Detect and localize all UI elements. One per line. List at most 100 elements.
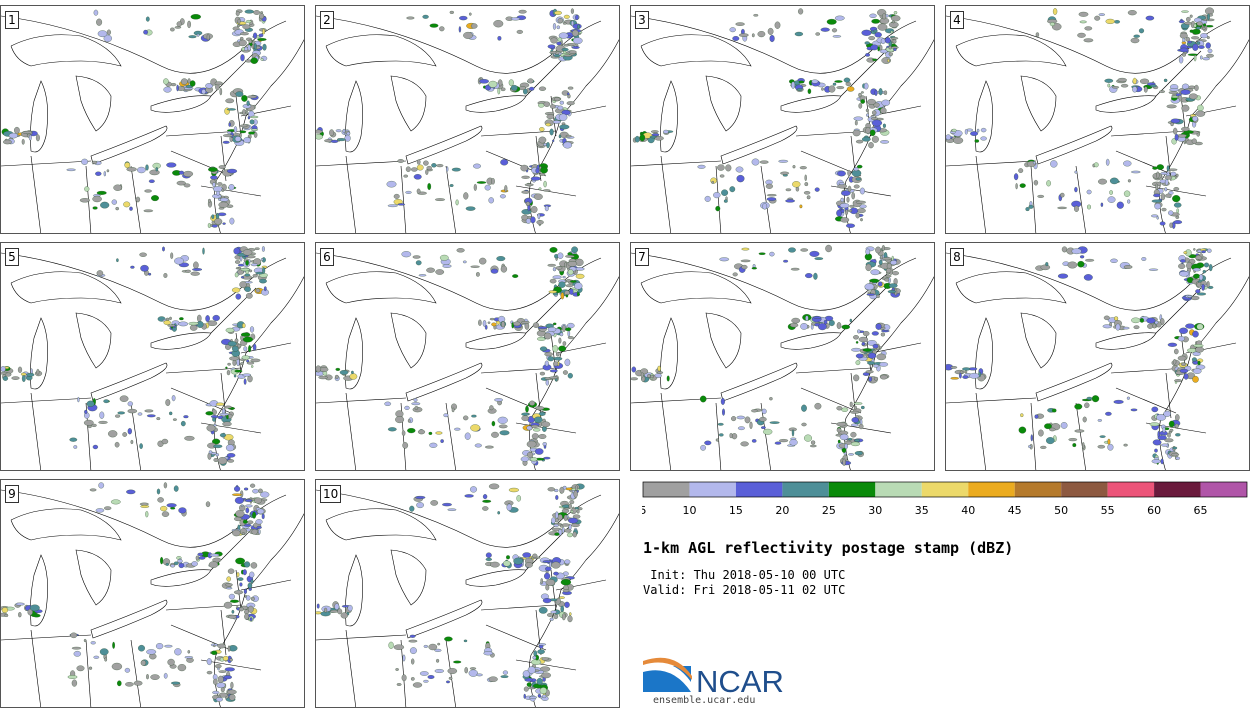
echo-cell — [751, 33, 755, 38]
echo-cell — [411, 402, 421, 406]
echo-cell — [969, 372, 980, 379]
echo-cell — [792, 181, 801, 188]
echo-cell — [90, 641, 96, 645]
colorbar-swatch — [1154, 482, 1201, 497]
echo-cell — [229, 658, 233, 662]
echo-cell — [482, 494, 488, 500]
echo-cell — [1184, 21, 1192, 25]
echo-cell — [882, 123, 886, 128]
echo-cell — [1143, 86, 1148, 93]
echo-cell — [434, 669, 444, 673]
echo-cell — [29, 604, 40, 612]
echo-cell — [962, 375, 969, 379]
echo-cell — [469, 12, 472, 16]
echo-cell — [229, 356, 240, 361]
echo-cell — [485, 552, 492, 558]
echo-cell — [488, 676, 498, 682]
echo-cell — [866, 113, 869, 117]
echo-cell — [1126, 396, 1130, 400]
echo-cell — [409, 505, 415, 512]
echo-cell — [36, 368, 40, 375]
echo-cell — [857, 208, 866, 214]
echo-cell — [1206, 53, 1214, 58]
echo-cell — [103, 399, 110, 404]
echo-cell — [162, 246, 165, 252]
echo-cell — [223, 134, 233, 138]
echo-cell — [1078, 11, 1089, 17]
echo-cell — [876, 353, 887, 361]
echo-cell — [855, 177, 862, 181]
echo-cell — [555, 495, 559, 500]
echo-cell — [556, 25, 560, 30]
echo-cell — [559, 100, 564, 105]
echo-cell — [384, 401, 392, 406]
echo-cell — [551, 561, 561, 569]
echo-cell — [247, 375, 253, 383]
echo-cell — [577, 24, 580, 29]
echo-cell — [96, 270, 104, 277]
echo-cell — [388, 641, 394, 649]
echo-cell — [427, 675, 435, 679]
echo-cell — [788, 247, 796, 253]
echo-cell — [1132, 77, 1137, 85]
echo-cell — [430, 500, 439, 506]
echo-cell — [161, 438, 169, 445]
echo-cell — [111, 199, 117, 205]
member-map — [316, 8, 619, 233]
echo-cell — [558, 32, 569, 39]
colorbar-tick-label: 65 — [1194, 504, 1208, 517]
echo-cell — [1194, 84, 1199, 91]
echo-cell — [865, 127, 871, 134]
echo-cell — [83, 419, 94, 426]
echo-cell — [854, 120, 858, 126]
echo-cell — [1196, 292, 1207, 296]
echo-cell — [864, 283, 875, 291]
echo-cell — [330, 139, 339, 143]
map-borders — [1, 252, 304, 470]
echo-cell — [413, 398, 418, 402]
echo-cell — [330, 609, 339, 613]
echo-cell — [212, 690, 220, 695]
echo-cell — [198, 556, 206, 560]
echo-cell — [860, 99, 866, 104]
colorbar-swatch — [643, 482, 690, 497]
echo-cell — [224, 405, 232, 409]
echo-cell — [797, 88, 803, 91]
echo-cell — [715, 438, 720, 442]
echo-cell — [649, 135, 657, 139]
member-map — [631, 244, 934, 470]
echo-cell — [799, 166, 807, 170]
echo-cell — [210, 175, 218, 180]
echo-cell — [543, 180, 547, 188]
echo-cell — [218, 670, 227, 673]
echo-cell — [1169, 222, 1173, 228]
echo-cell — [722, 408, 725, 416]
echo-cell — [521, 175, 530, 179]
echo-cell — [558, 345, 567, 352]
echo-cell — [244, 613, 250, 620]
echo-cell — [558, 134, 562, 139]
echo-cell — [888, 283, 898, 288]
echo-cell — [156, 417, 161, 421]
echo-cell — [566, 279, 571, 283]
echo-cell — [814, 402, 822, 410]
echo-cell — [73, 650, 81, 657]
echo-cell — [657, 371, 664, 374]
echo-cell — [890, 37, 899, 40]
echo-cell — [853, 335, 859, 340]
echo-cell — [699, 395, 707, 403]
echo-cell — [1155, 183, 1159, 191]
echo-cell — [847, 437, 853, 441]
echo-cell — [456, 248, 465, 253]
echo-cell — [1072, 443, 1077, 448]
echo-cell — [261, 246, 265, 252]
echo-cell — [1206, 280, 1210, 288]
echo-cell — [815, 32, 820, 36]
echo-cell — [1077, 260, 1085, 268]
echo-cell — [407, 419, 411, 423]
echo-cell — [1040, 264, 1051, 271]
echo-cell — [510, 84, 518, 91]
echo-cell — [425, 169, 429, 175]
echo-cell — [568, 503, 572, 509]
echo-cell — [155, 643, 164, 650]
